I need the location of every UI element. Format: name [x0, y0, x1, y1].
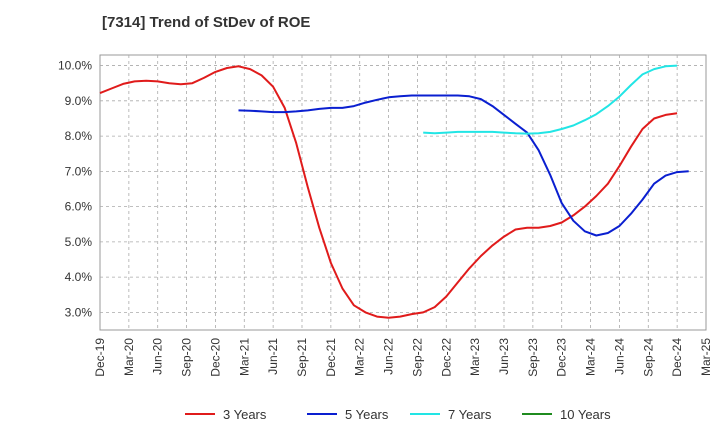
- legend-label: 7 Years: [448, 407, 492, 422]
- series-line-3-years: [99, 65, 678, 319]
- legend-label: 3 Years: [223, 407, 267, 422]
- y-tick-label: 9.0%: [65, 94, 93, 108]
- x-tick-label: Sep-20: [180, 338, 194, 377]
- legend: 3 Years 5 Years 7 Years 10 Years: [185, 407, 611, 422]
- x-tick-label: Mar-20: [122, 338, 136, 376]
- axis-layer: 3.0% 4.0% 5.0% 6.0% 7.0% 8.0% 9.0% 10.0% Dec-19 M…: [58, 59, 713, 377]
- legend-label: 5 Years: [345, 407, 389, 422]
- x-tick-label: Sep-23: [526, 338, 540, 377]
- y-tick-label: 3.0%: [65, 305, 93, 319]
- x-tick-label: Mar-25: [699, 338, 713, 376]
- y-tick-label: 7.0%: [65, 164, 93, 178]
- x-tick-label: Mar-23: [468, 338, 482, 376]
- legend-label: 10 Years: [560, 407, 611, 422]
- series-line-5-years: [238, 94, 689, 237]
- series-line-7-years: [423, 64, 678, 135]
- x-tick-label: Dec-23: [555, 338, 569, 377]
- chart-title: [7314] Trend of StDev of ROE: [102, 14, 311, 31]
- x-tick-label: Jun-21: [266, 338, 280, 375]
- x-tick-label: Mar-22: [353, 338, 367, 376]
- plot-area: [99, 54, 707, 331]
- x-tick-label: Jun-23: [497, 338, 511, 375]
- x-tick-label: Sep-22: [410, 338, 424, 377]
- x-tick-label: Mar-21: [237, 338, 251, 376]
- grid-layer: [99, 54, 707, 331]
- y-tick-label: 6.0%: [65, 200, 93, 214]
- y-tick-label: 10.0%: [58, 59, 92, 73]
- x-tick-label: Dec-19: [93, 338, 107, 377]
- x-tick-label: Sep-21: [295, 338, 309, 377]
- y-tick-label: 4.0%: [65, 270, 93, 284]
- x-tick-label: Jun-24: [612, 338, 626, 375]
- y-tick-label: 5.0%: [65, 235, 93, 249]
- x-tick-label: Jun-22: [382, 338, 396, 375]
- x-tick-label: Dec-22: [439, 338, 453, 377]
- series-layer: [99, 64, 689, 319]
- y-tick-label: 8.0%: [65, 129, 93, 143]
- x-tick-label: Jun-20: [151, 338, 165, 375]
- x-tick-label: Dec-21: [324, 338, 338, 377]
- x-tick-label: Sep-24: [641, 338, 655, 377]
- x-tick-label: Dec-20: [208, 338, 222, 377]
- x-tick-label: Dec-24: [670, 338, 684, 377]
- x-tick-label: Mar-24: [584, 338, 598, 376]
